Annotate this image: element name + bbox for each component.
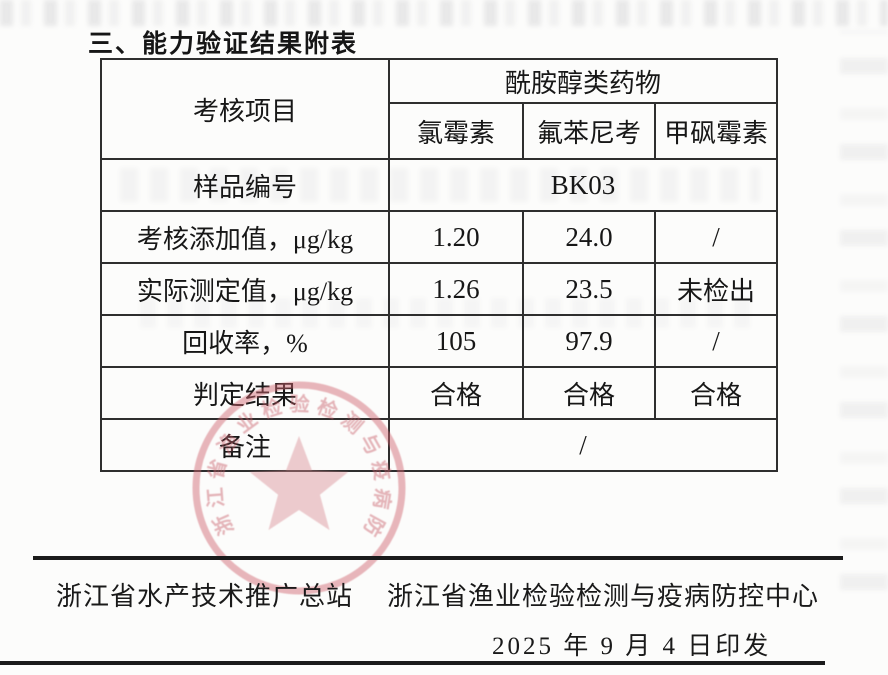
cell-value: 合格	[388, 366, 524, 420]
footer-org-left: 浙江省水产技术推广总站	[56, 582, 354, 611]
cell-value: 合格	[654, 366, 778, 420]
row-label: 回收率，%	[100, 314, 390, 368]
sample-id-value: BK03	[388, 158, 778, 212]
table-row-remarks: 备注 /	[100, 418, 778, 472]
row-label: 实际测定值，μg/kg	[100, 262, 390, 316]
row-label: 考核添加值，μg/kg	[100, 210, 390, 264]
column-header-thiamphenicol: 甲砜霉素	[654, 102, 778, 160]
footer-top-rule	[33, 556, 843, 560]
cell-value: 23.5	[522, 262, 656, 316]
table-row-spiked-value: 考核添加值，μg/kg 1.20 24.0 /	[100, 210, 778, 264]
footer-bottom-rule	[0, 661, 825, 665]
footer-org-right: 浙江省渔业检验检测与疫病防控中心	[387, 582, 820, 611]
bleed-through-right	[840, 30, 888, 590]
cell-value: 未检出	[654, 262, 778, 316]
row-label: 样品编号	[100, 158, 390, 212]
proficiency-result-table: 考核项目 酰胺醇类药物 氯霉素 氟苯尼考 甲砜霉素 样品编号 BK03 考核添加…	[100, 58, 778, 472]
footer-organizations: 浙江省水产技术推广总站 浙江省渔业检验检测与疫病防控中心	[56, 576, 856, 613]
footer-issue-date: 2025 年 9 月 4 日印发	[492, 633, 772, 660]
cell-value: /	[654, 314, 778, 368]
table-row-recovery-rate: 回收率，% 105 97.9 /	[100, 314, 778, 368]
cell-value: 合格	[522, 366, 656, 420]
cell-value: 97.9	[522, 314, 656, 368]
row-label: 备注	[100, 418, 390, 472]
drug-class-header-cell: 酰胺醇类药物	[388, 58, 778, 104]
table-row-judgment: 判定结果 合格 合格 合格	[100, 366, 778, 420]
remarks-value: /	[388, 418, 778, 472]
cell-value: 1.26	[388, 262, 524, 316]
cell-value: 105	[388, 314, 524, 368]
row-label: 判定结果	[100, 366, 390, 420]
column-header-florfenicol: 氟苯尼考	[522, 102, 656, 160]
bleed-through-top	[0, 0, 888, 26]
column-header-chloramphenicol: 氯霉素	[388, 102, 524, 160]
cell-value: 1.20	[388, 210, 524, 264]
table-row-sample-id: 样品编号 BK03	[100, 158, 778, 212]
corner-header-cell: 考核项目	[100, 58, 390, 160]
cell-value: /	[654, 210, 778, 264]
page-title: 三、能力验证结果附表	[88, 30, 359, 58]
cell-value: 24.0	[522, 210, 656, 264]
table-row-measured-value: 实际测定值，μg/kg 1.26 23.5 未检出	[100, 262, 778, 316]
